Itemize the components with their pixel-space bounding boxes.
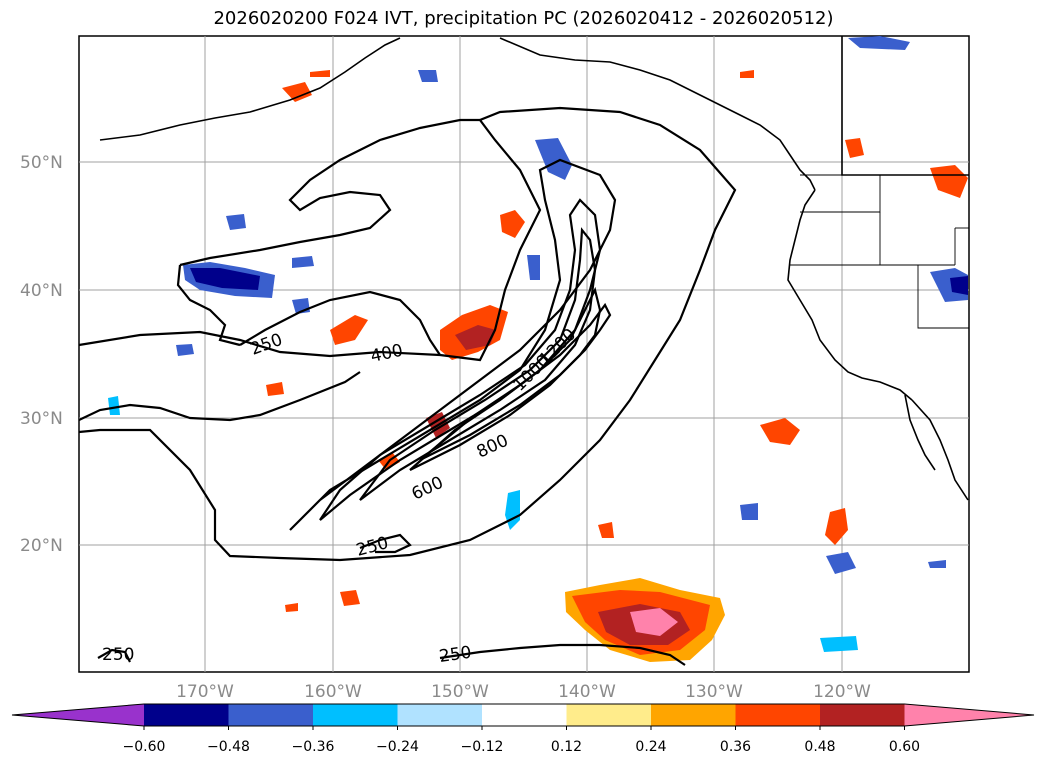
lat-label-40n: 40°N <box>20 281 63 301</box>
colorbar-segment <box>566 704 651 726</box>
colorbar-tick-label: −0.36 <box>292 739 335 755</box>
colorbar-extend-max <box>904 704 1034 726</box>
colorbar-tick-label: −0.48 <box>207 739 250 755</box>
map-title: 2026020200 F024 IVT, precipitation PC (2… <box>213 8 834 29</box>
colorbar-tick-label: −0.24 <box>376 739 419 755</box>
colorbar-segment <box>313 704 398 726</box>
colorbar-extend-min <box>12 704 144 726</box>
colorbar-segment <box>651 704 736 726</box>
colorbar-segment <box>144 704 229 726</box>
state-boundaries <box>790 174 969 329</box>
contour-label-250-d: 250 <box>102 645 134 665</box>
colorbar-tick-label: −0.60 <box>123 739 166 755</box>
lon-label-130w: 130°W <box>685 682 743 702</box>
lat-label-30n: 30°N <box>20 409 63 429</box>
colorbar-tick-label: 0.48 <box>804 739 835 755</box>
colorbar-tick-label: −0.12 <box>461 739 504 755</box>
lat-label-20n: 20°N <box>20 536 63 556</box>
lat-label-50n: 50°N <box>20 153 63 173</box>
colorbar: −0.60 −0.48 −0.36 −0.24 −0.12 0.12 0.24 0.36 0.4… <box>11 703 1035 755</box>
lon-label-140w: 140°W <box>558 682 616 702</box>
colorbar-tick-label: 0.12 <box>551 739 582 755</box>
map-frame <box>78 35 970 673</box>
colorbar-segment <box>482 704 567 726</box>
colorbar-tick-label: 0.60 <box>889 739 920 755</box>
colorbar-segment <box>820 704 905 726</box>
lon-label-160w: 160°W <box>304 682 362 702</box>
precipitation-field <box>108 36 968 662</box>
longitude-labels: 170°W 160°W 150°W 140°W 130°W 120°W <box>176 682 871 702</box>
latitude-labels: 50°N 40°N 30°N 20°N <box>20 153 63 556</box>
colorbar-segment <box>735 704 820 726</box>
lon-label-150w: 150°W <box>431 682 489 702</box>
ivt-contours <box>78 106 737 666</box>
graticule <box>79 36 969 672</box>
colorbar-segment <box>397 704 482 726</box>
colorbar-tick-label: 0.24 <box>635 739 666 755</box>
colorbar-segment <box>228 704 313 726</box>
contour-label-250-c: 250 <box>438 643 473 667</box>
lon-label-120w: 120°W <box>813 682 871 702</box>
lon-label-170w: 170°W <box>176 682 234 702</box>
colorbar-tick-label: 0.36 <box>720 739 751 755</box>
